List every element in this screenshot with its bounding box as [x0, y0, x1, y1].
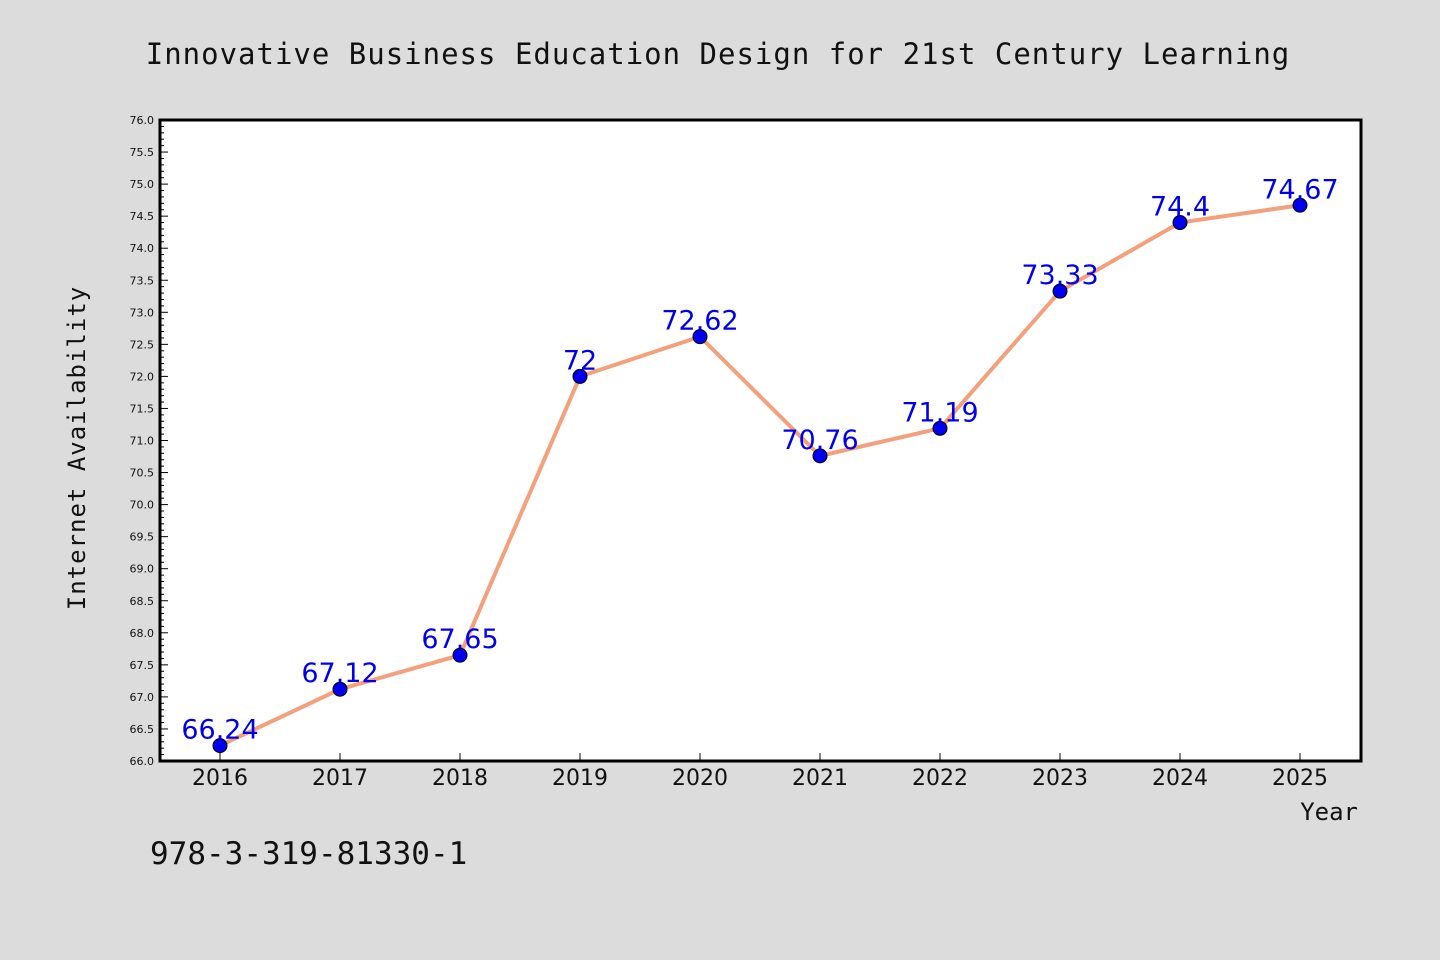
data-label: 74.4: [1150, 192, 1210, 223]
y-tick-label: 75.0: [130, 178, 155, 191]
y-tick-label: 72.5: [130, 338, 155, 351]
data-point: [452, 647, 468, 663]
data-labels: 66.24 67.12 67.65 72 72.62 70.76 71.19 73.33 74.…: [181, 174, 1338, 745]
y-tick-label: 69.5: [130, 531, 155, 544]
y-tick-label: 70.5: [130, 467, 155, 480]
y-tick-label: 68.5: [130, 595, 155, 608]
y-tick-label: 68.0: [130, 627, 155, 640]
data-point: [572, 368, 588, 384]
y-tick-label: 69.0: [130, 563, 155, 576]
x-tick-label: 2021: [792, 766, 848, 791]
data-point: [692, 329, 708, 345]
series: [212, 197, 1308, 754]
data-label: 70.76: [781, 425, 858, 456]
data-label: 71.19: [901, 397, 978, 428]
data-label: 67.12: [301, 658, 378, 689]
y-tick-label: 76.0: [130, 114, 155, 127]
x-tick-label: 2020: [672, 766, 728, 791]
x-tick-label: 2022: [912, 766, 968, 791]
y-tick-label: 71.5: [130, 402, 155, 415]
data-label: 67.65: [421, 624, 498, 655]
chart-title: Innovative Business Education Design for…: [146, 37, 1291, 71]
series-line: [219, 203, 1301, 748]
y-tick-label: 72.0: [130, 370, 155, 383]
data-point: [332, 681, 348, 697]
data-point: [1052, 283, 1068, 299]
x-tick-label: 2016: [192, 766, 248, 791]
x-tick-label: 2023: [1032, 766, 1088, 791]
data-point: [932, 420, 948, 436]
y-tick-label: 67.0: [130, 691, 155, 704]
data-label: 72: [563, 345, 597, 376]
x-axis: 2016 2017 2018 2019 2020 2021 2022 2023 2024 2025: [192, 753, 1328, 791]
y-tick-label: 74.5: [130, 210, 155, 223]
footer-code: 978-3-319-81330-1: [150, 836, 467, 872]
x-axis-label: Year: [1300, 798, 1358, 826]
x-tick-label: 2025: [1272, 766, 1328, 791]
data-point: [212, 738, 228, 754]
y-axis-label: Internet Availability: [63, 286, 91, 610]
y-tick-label: 75.5: [130, 146, 155, 159]
y-tick-label: 70.0: [130, 499, 155, 512]
y-axis: 66.0 66.5 67.0 67.5 68.0 68.5 69.0 69.5 70.0 70.5…: [130, 114, 168, 768]
data-label: 74.67: [1261, 174, 1338, 205]
x-tick-label: 2018: [432, 766, 488, 791]
x-tick-label: 2019: [552, 766, 608, 791]
y-tick-label: 74.0: [130, 242, 155, 255]
y-tick-label: 71.0: [130, 435, 155, 448]
data-label: 73.33: [1021, 260, 1098, 291]
data-point: [812, 448, 828, 464]
y-tick-label: 73.5: [130, 274, 155, 287]
y-tick-label: 66.5: [130, 723, 155, 736]
plot-area: [158, 118, 1363, 763]
y-tick-label: 67.5: [130, 659, 155, 672]
x-tick-label: 2024: [1152, 766, 1208, 791]
x-tick-label: 2017: [312, 766, 368, 791]
data-label: 66.24: [181, 715, 258, 746]
data-label: 72.62: [661, 306, 738, 337]
data-point: [1292, 197, 1308, 213]
y-tick-label: 66.0: [130, 755, 155, 768]
y-tick-label: 73.0: [130, 306, 155, 319]
data-point: [1172, 215, 1188, 231]
